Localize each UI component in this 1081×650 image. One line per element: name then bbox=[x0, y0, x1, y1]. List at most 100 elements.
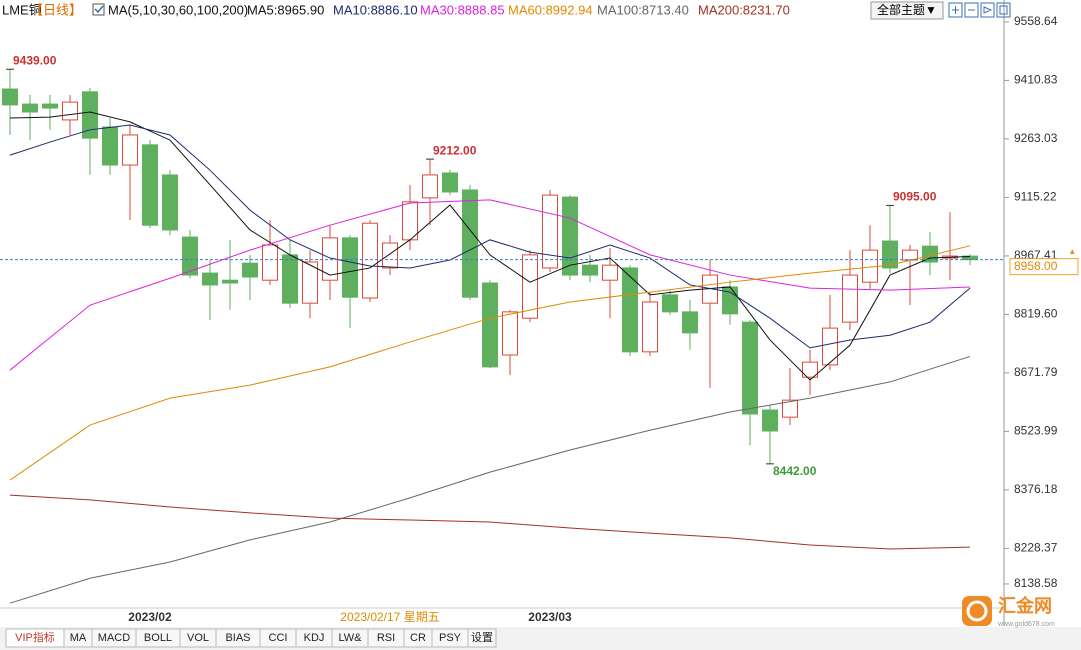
ma-line bbox=[9, 494, 971, 550]
candle-body bbox=[822, 327, 838, 366]
tab-label[interactable]: MA bbox=[70, 632, 87, 644]
candle-body bbox=[282, 254, 298, 304]
y-tick-label: 8376.18 bbox=[1014, 482, 1058, 496]
candle-body bbox=[482, 282, 498, 368]
tab-label[interactable]: LW& bbox=[338, 632, 362, 644]
y-tick-label: 9410.83 bbox=[1014, 73, 1058, 87]
ma-line bbox=[9, 111, 971, 381]
y-tick-label: 8138.58 bbox=[1014, 576, 1058, 590]
candle-body bbox=[542, 194, 558, 269]
tab-label[interactable]: VOL bbox=[187, 632, 209, 644]
x-tick-label: 2023/02 bbox=[128, 610, 172, 624]
candle-body bbox=[262, 244, 278, 281]
candle-body bbox=[2, 88, 18, 106]
annotation-label: 8442.00 bbox=[773, 464, 817, 478]
tab-label[interactable]: PSY bbox=[439, 632, 462, 644]
y-tick-label: 8671.79 bbox=[1014, 365, 1058, 379]
candle-body bbox=[762, 409, 778, 432]
candle-body bbox=[882, 240, 898, 269]
annotation-label: 9212.00 bbox=[433, 143, 477, 157]
candle-body bbox=[162, 174, 178, 231]
logo-url: www.gold678.com bbox=[997, 621, 1055, 628]
candle-body bbox=[582, 264, 598, 276]
candle-body bbox=[842, 274, 858, 323]
candle-body bbox=[122, 134, 138, 166]
candle-body bbox=[562, 196, 578, 276]
candle-body bbox=[22, 103, 38, 113]
x-tick-label: 2023/02/17 星期五 bbox=[340, 610, 439, 624]
logo-text: 汇金网 bbox=[998, 595, 1052, 616]
theme-button[interactable]: 全部主题▼ bbox=[877, 2, 937, 17]
candle-body bbox=[642, 301, 658, 353]
icon[interactable] bbox=[964, 2, 979, 18]
legend-entry: MA60:8992.94 bbox=[508, 2, 593, 17]
candle-body bbox=[602, 264, 618, 281]
icon[interactable] bbox=[948, 2, 963, 18]
ma-line bbox=[9, 199, 971, 371]
checkmark bbox=[94, 5, 104, 14]
y-tick-label: 9263.03 bbox=[1014, 131, 1058, 145]
legend-entry: MA100:8713.40 bbox=[597, 2, 689, 17]
candle-body bbox=[362, 222, 378, 299]
y-tick-label: 9115.22 bbox=[1014, 190, 1057, 204]
logo-glyph bbox=[966, 600, 988, 622]
tab-label[interactable]: CCI bbox=[269, 632, 288, 644]
candle-body bbox=[782, 399, 798, 418]
candle-body bbox=[102, 126, 118, 166]
symbol: LME铜 bbox=[2, 2, 42, 17]
legend-entry: MA5:8965.90 bbox=[247, 2, 324, 17]
y-tick-label: 9558.64 bbox=[1014, 14, 1058, 28]
x-tick-label: 2023/03 bbox=[528, 610, 572, 624]
current-price-box bbox=[1009, 258, 1079, 276]
current-price-label: 8958.00 bbox=[1014, 259, 1058, 273]
candle-body bbox=[202, 272, 218, 286]
candle-body bbox=[402, 201, 418, 241]
y-tick-label: 8819.60 bbox=[1014, 307, 1058, 321]
icon[interactable] bbox=[980, 2, 995, 18]
candle-body bbox=[242, 262, 258, 278]
ma-params: MA(5,10,30,60,100,200) bbox=[108, 2, 248, 17]
candle-body bbox=[802, 361, 818, 378]
tab-label[interactable]: RSI bbox=[377, 632, 395, 644]
tab-label[interactable]: 设置 bbox=[471, 631, 493, 644]
candle-body bbox=[442, 172, 458, 193]
checkbox[interactable] bbox=[92, 3, 105, 16]
icon[interactable] bbox=[996, 2, 1011, 18]
candle-body bbox=[662, 294, 678, 313]
legend-entry: MA200:8231.70 bbox=[698, 2, 790, 17]
y-tick-label: 8228.37 bbox=[1014, 541, 1058, 555]
annotation-label: 9439.00 bbox=[13, 53, 57, 67]
candle-body bbox=[742, 321, 758, 415]
candle-body bbox=[422, 174, 438, 199]
tab-label[interactable]: MACD bbox=[98, 632, 130, 644]
icon-glyph bbox=[952, 5, 1008, 15]
toolbar-icons[interactable] bbox=[948, 2, 1011, 18]
candle-body bbox=[382, 242, 398, 269]
candle-body bbox=[82, 91, 98, 139]
candle-body bbox=[462, 189, 478, 298]
theme-button-box[interactable] bbox=[870, 1, 944, 20]
tab-label[interactable]: KDJ bbox=[304, 632, 325, 644]
tab[interactable] bbox=[467, 628, 497, 648]
candle-body bbox=[182, 236, 198, 276]
legend-entry: MA30:8888.85 bbox=[420, 2, 505, 17]
candle-body bbox=[622, 267, 638, 353]
ma-line bbox=[9, 124, 971, 349]
tab-label[interactable]: BIAS bbox=[225, 632, 250, 644]
ma-line bbox=[9, 355, 971, 604]
y-tick-label: 8523.99 bbox=[1014, 424, 1058, 438]
candle-body bbox=[42, 103, 58, 109]
tab-label[interactable]: BOLL bbox=[144, 632, 172, 644]
annotation-label: 9095.00 bbox=[893, 190, 937, 204]
candle-body bbox=[62, 101, 78, 121]
tab-label[interactable]: CR bbox=[410, 632, 426, 644]
candle-body bbox=[342, 237, 358, 298]
candle-body bbox=[222, 279, 238, 284]
candle-body bbox=[502, 311, 518, 356]
candle-body bbox=[902, 249, 918, 261]
tab-label[interactable]: VIP指标 bbox=[15, 630, 55, 644]
legend-entry: MA10:8886.10 bbox=[333, 2, 418, 17]
candle-body bbox=[682, 311, 698, 334]
